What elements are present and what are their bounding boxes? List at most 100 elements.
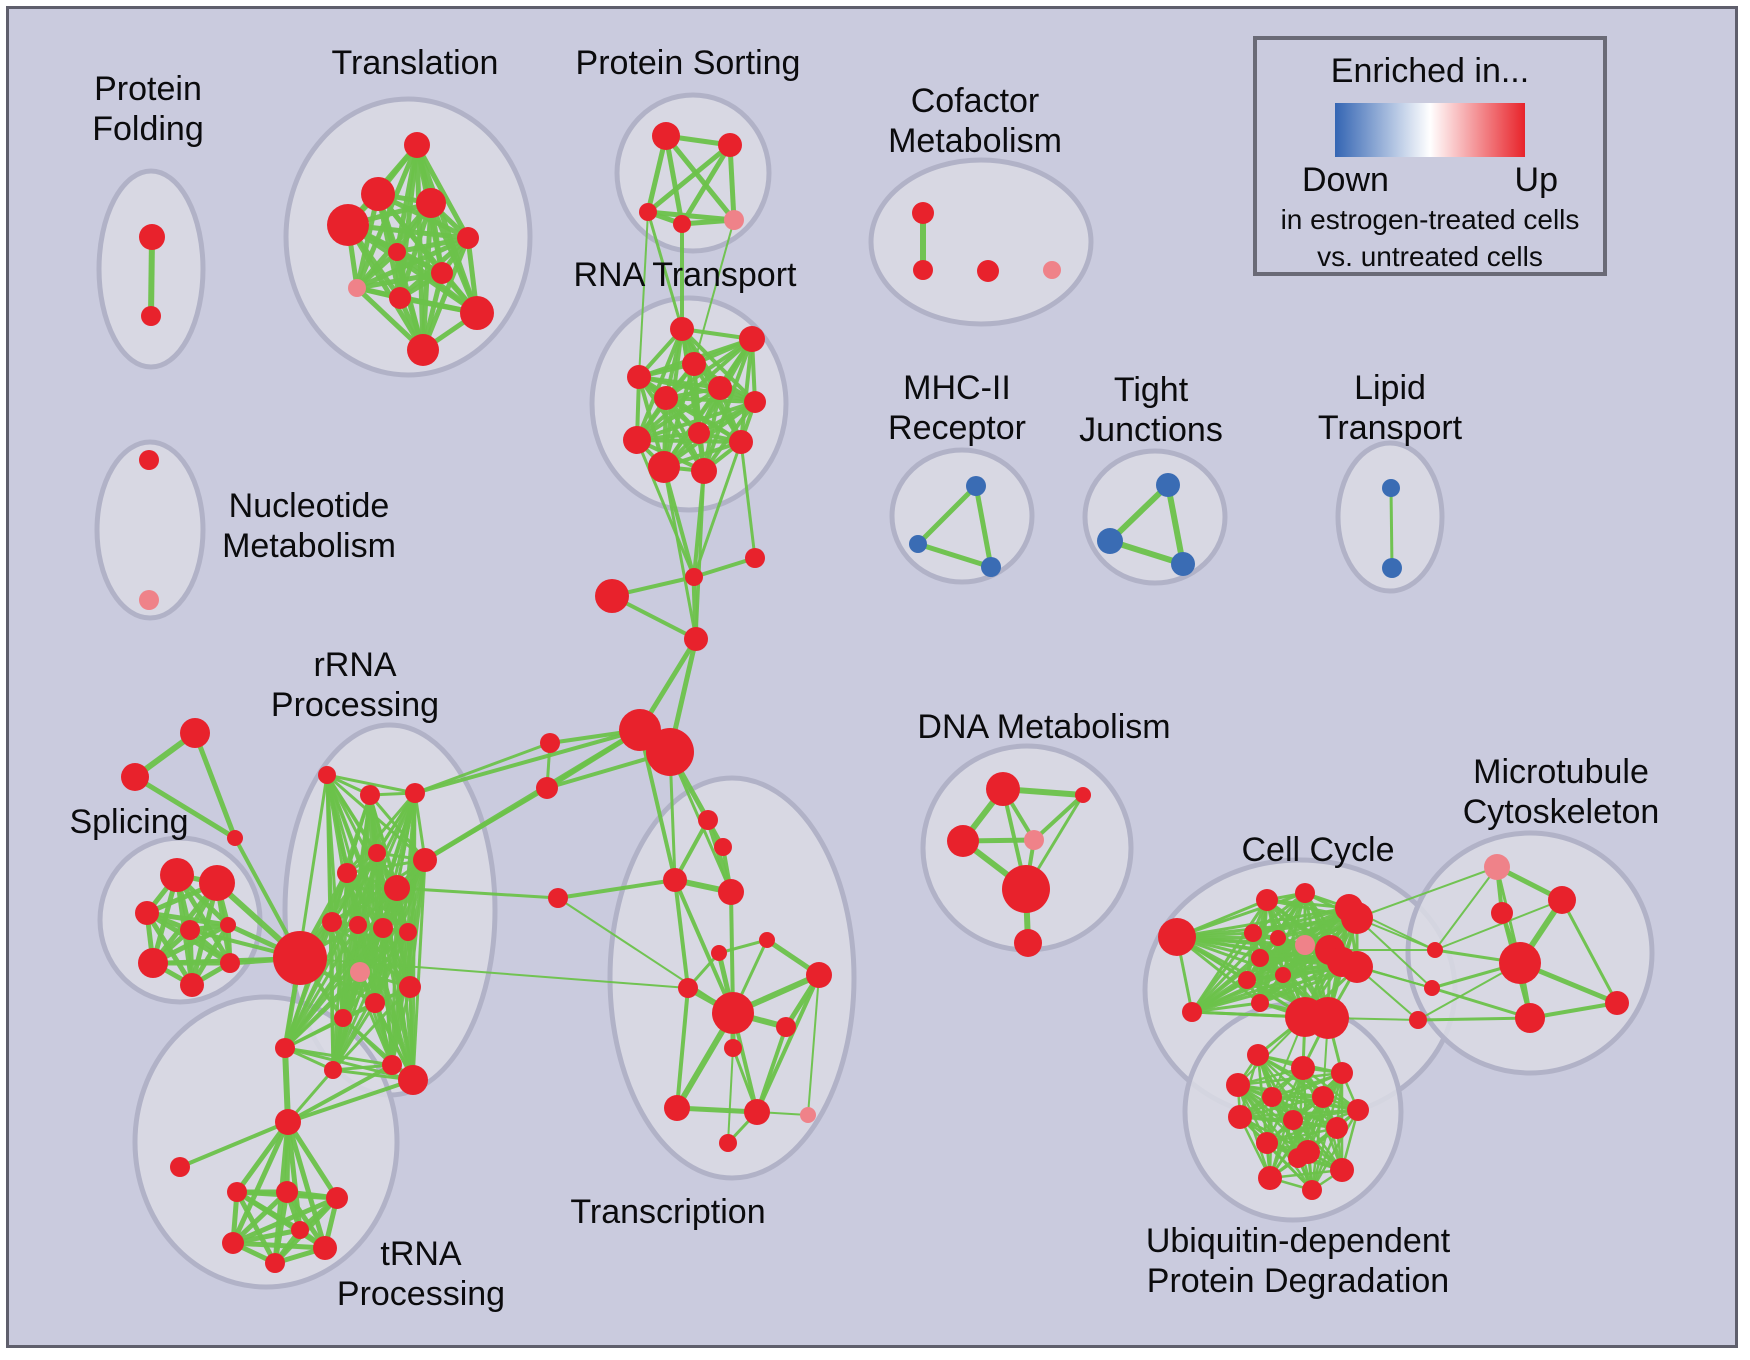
- enrichment-edge: [917, 541, 992, 570]
- enrichment-edge: [1191, 1001, 1261, 1014]
- gene-set-node: [389, 287, 411, 309]
- legend-box: Enriched in... Down Up in estrogen-treat…: [1253, 36, 1607, 276]
- gene-set-node: [688, 422, 710, 444]
- enrichment-edge: [755, 1026, 788, 1113]
- enrichment-edge: [299, 957, 689, 989]
- gene-set-node: [1307, 997, 1349, 1039]
- enrichment-edge: [675, 987, 690, 1109]
- enrichment-edge: [390, 986, 412, 1066]
- enrichment-edge: [1190, 932, 1255, 1013]
- gene-set-node: [744, 1099, 770, 1125]
- label-splicing: Splicing: [69, 803, 189, 841]
- enrichment-edge: [326, 773, 416, 795]
- gene-set-node: [457, 227, 479, 249]
- enrichment-edge: [1107, 482, 1171, 544]
- gene-set-node: [724, 1039, 742, 1057]
- enrichment-edge: [646, 143, 732, 214]
- gene-set-node: [1295, 883, 1315, 903]
- gene-set-node: [334, 1009, 352, 1027]
- enrichment-edge: [148, 236, 155, 317]
- legend-up-label: Up: [1514, 161, 1558, 199]
- enrichment-edge: [331, 1002, 377, 1071]
- gene-set-node: [1247, 1044, 1269, 1066]
- enrichment-edge: [345, 792, 417, 874]
- gene-set-node: [1331, 1062, 1353, 1084]
- enrichment-edge: [973, 485, 994, 568]
- gene-set-node: [1256, 1132, 1278, 1154]
- gene-set-node: [1171, 552, 1195, 576]
- gene-set-node: [627, 365, 651, 389]
- enrichment-edge: [693, 556, 756, 579]
- gene-set-node: [806, 962, 832, 988]
- enrichment-edge: [1252, 891, 1306, 935]
- gene-set-node: [912, 202, 934, 224]
- gene-set-node: [138, 948, 168, 978]
- enrichment-edge: [662, 466, 696, 578]
- gene-set-node: [1605, 991, 1629, 1015]
- enrichment-edge: [1434, 899, 1563, 951]
- legend-title: Enriched in...: [1330, 52, 1530, 90]
- legend-down-label: Down: [1302, 161, 1389, 199]
- gene-set-node: [652, 122, 680, 150]
- enrichment-edge: [680, 327, 757, 404]
- cluster-ellipse-tight-junctions: [1082, 448, 1228, 586]
- enrichment-edge: [285, 1121, 303, 1231]
- enrichment-edge: [739, 338, 754, 443]
- gene-set-node: [1341, 902, 1373, 934]
- gene-set-node: [1251, 949, 1269, 967]
- enrichment-edge: [1239, 1095, 1324, 1119]
- gene-set-node: [981, 557, 1001, 577]
- enrichment-edge: [646, 211, 684, 330]
- enrichment-edge: [1560, 899, 1619, 1004]
- gene-set-node: [759, 932, 775, 948]
- gene-set-node: [348, 279, 366, 297]
- gene-set-node: [139, 224, 165, 250]
- enrichment-edge: [1389, 487, 1394, 569]
- gene-set-node: [1156, 473, 1180, 497]
- gene-set-node: [670, 317, 694, 341]
- gene-set-node: [678, 978, 698, 998]
- gene-set-node: [460, 296, 494, 330]
- gene-set-node: [349, 916, 367, 934]
- gene-set-node: [180, 973, 204, 997]
- label-ubiquitin-degradation: Ubiquitin-dependent Protein Degradation: [1145, 1222, 1451, 1300]
- enrichment-edge: [636, 400, 756, 442]
- enrichment-edge: [807, 974, 820, 1116]
- enrichment-edge: [676, 1105, 758, 1115]
- gene-set-node: [1043, 261, 1061, 279]
- gene-set-node: [1270, 930, 1286, 946]
- label-mhc-ii-receptor: MHC-II Receptor: [888, 369, 1026, 447]
- enrichment-edge: [1191, 978, 1248, 1014]
- enrichment-edge: [284, 1046, 393, 1067]
- gene-set-node: [724, 210, 744, 230]
- enrichment-edge: [664, 337, 754, 400]
- gene-set-node: [431, 262, 453, 284]
- gene-set-node: [719, 1134, 737, 1152]
- gene-set-node: [1499, 942, 1541, 984]
- gene-set-node: [595, 579, 629, 613]
- gene-set-node: [711, 945, 727, 961]
- gene-set-node: [745, 548, 765, 568]
- enrichment-edge: [414, 728, 641, 795]
- gene-set-node: [1484, 854, 1510, 880]
- gene-set-node: [684, 627, 708, 651]
- gene-set-node: [986, 772, 1020, 806]
- enrichment-edge: [1032, 793, 1085, 842]
- gene-set-node: [718, 879, 744, 905]
- enrichment-edge: [739, 441, 757, 559]
- gene-set-node: [1312, 1086, 1334, 1108]
- enrichment-edge: [1356, 917, 1433, 989]
- legend-subtitle-line1: in estrogen-treated cells: [1280, 204, 1580, 235]
- gene-set-node: [368, 844, 386, 862]
- enrichment-edge: [356, 270, 443, 291]
- gene-set-node: [180, 920, 200, 940]
- label-protein-sorting: Protein Sorting: [575, 44, 801, 82]
- gene-set-node: [682, 352, 706, 376]
- enrichment-edge: [287, 1063, 393, 1124]
- gene-set-node: [714, 838, 732, 856]
- gene-set-node: [220, 917, 236, 933]
- enrichment-edge: [1266, 1126, 1338, 1145]
- gene-set-node: [1228, 1105, 1252, 1129]
- gene-set-node: [1158, 918, 1196, 956]
